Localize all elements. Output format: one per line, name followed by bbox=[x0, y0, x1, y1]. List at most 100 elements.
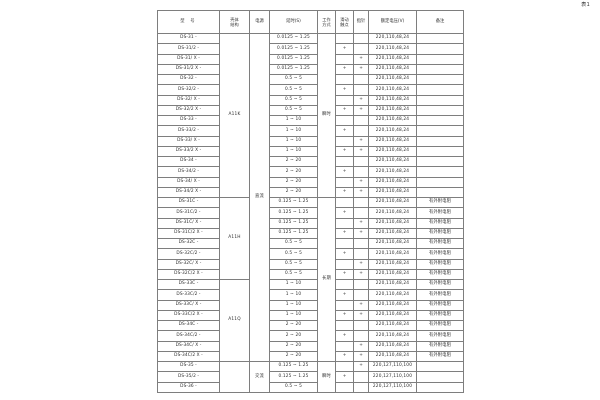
cell-pointer bbox=[353, 43, 369, 55]
cell-rated-voltage: 220,110,48,24 bbox=[368, 340, 417, 352]
cell-remark: 有外附电阻 bbox=[416, 350, 464, 363]
cell-rated-voltage: 220,110,48,24 bbox=[368, 217, 417, 229]
cell-rated-voltage: 220,110,48,24 bbox=[368, 207, 417, 219]
table-row: DS-33C - A11Q 1 ~ 10 220,110,48,24 有外附电阻 bbox=[157, 278, 464, 362]
cell-time-range: 2 ~ 20 bbox=[269, 330, 318, 342]
column-header-model: 型 号 bbox=[157, 10, 220, 34]
table-row: DS-32/2 - 0.5 ~ 5 +220,110,48,24 bbox=[157, 84, 464, 96]
cell-sliding-contact: + bbox=[335, 104, 354, 117]
cell-sliding-contact: + bbox=[335, 371, 354, 383]
cell-remark bbox=[416, 145, 464, 158]
column-header-working-mode: 工作 方式 bbox=[317, 10, 336, 34]
table-row: DS-34C - 2 ~ 20 220,110,48,24 有外附电阻 bbox=[157, 319, 464, 332]
cell-pointer bbox=[353, 319, 369, 332]
cell-time-range: 1 ~ 10 bbox=[269, 278, 318, 291]
cell-rated-voltage: 220,110,48,24 bbox=[368, 299, 417, 311]
cell-model: DS-34/ X - bbox=[157, 176, 220, 188]
cell-sliding-contact bbox=[335, 319, 354, 332]
header-line: 壳体 bbox=[230, 16, 239, 22]
cell-sliding-contact: + bbox=[335, 125, 354, 137]
cell-model: DS-32C/2 X - bbox=[157, 268, 220, 281]
table-row: DS-31 - A11K 直流 0.0125 ~ 1.25 瞬时 220,110,48,2… bbox=[157, 32, 464, 362]
column-header-remark: 备注 bbox=[416, 10, 464, 34]
cell-sliding-contact: + bbox=[335, 43, 354, 55]
cell-rated-voltage: 220,110,48,24 bbox=[368, 309, 417, 322]
table-row: DS-33/ X - 1 ~ 10 +220,110,48,24 bbox=[157, 135, 464, 147]
table-row: DS-32/2 X - 0.5 ~ 5 + +220,110,48,24 bbox=[157, 104, 464, 117]
cell-remark bbox=[416, 371, 464, 383]
table-row: DS-33C/ X - 1 ~ 10 +220,110,48,24 有外附电阻 bbox=[157, 299, 464, 311]
cell-time-range: 0.125 ~ 1.25 bbox=[269, 207, 318, 219]
cell-sliding-contact bbox=[335, 176, 354, 188]
cell-time-range: 0.125 ~ 1.25 bbox=[269, 196, 318, 209]
cell-remark: 有外附电阻 bbox=[416, 207, 464, 219]
cell-remark bbox=[416, 381, 464, 393]
cell-power-supply: 交流 bbox=[249, 361, 270, 393]
column-header-power-supply: 电源 bbox=[249, 10, 270, 34]
cell-rated-voltage: 220,110,48,24 bbox=[368, 289, 417, 301]
cell-pointer bbox=[353, 207, 369, 219]
cell-remark: 有外附电阻 bbox=[416, 330, 464, 342]
cell-pointer: + bbox=[353, 268, 369, 281]
cell-sliding-contact bbox=[335, 340, 354, 352]
header-line: 工作 bbox=[322, 16, 331, 22]
table-row: DS-34 - 2 ~ 20 220,110,48,24 bbox=[157, 155, 464, 168]
cell-sliding-contact bbox=[335, 196, 354, 209]
cell-pointer bbox=[353, 381, 369, 393]
cell-time-range: 0.125 ~ 1.25 bbox=[269, 360, 318, 373]
cell-rated-voltage: 220,110,48,24 bbox=[368, 53, 417, 65]
header-line: 延时(S) bbox=[286, 18, 301, 24]
cell-pointer: + bbox=[353, 217, 369, 229]
cell-time-range: 2 ~ 20 bbox=[269, 176, 318, 188]
cell-model: DS-31C - bbox=[157, 196, 220, 209]
header-line: 指针 bbox=[356, 18, 366, 24]
cell-model: DS-31C/2 X - bbox=[157, 227, 220, 240]
cell-time-range: 0.0125 ~ 1.25 bbox=[269, 32, 318, 45]
cell-working-mode: 瞬时 bbox=[317, 33, 336, 198]
table-row: DS-32C - 0.5 ~ 5 220,110,48,24 有外附电阻 bbox=[157, 237, 464, 250]
cell-pointer: + bbox=[353, 104, 369, 117]
cell-time-range: 2 ~ 20 bbox=[269, 350, 318, 363]
table-row: DS-34/2 X - 2 ~ 20 + +220,110,48,24 bbox=[157, 186, 464, 199]
cell-pointer: + bbox=[353, 299, 369, 311]
cell-shell-structure: A11K bbox=[219, 33, 250, 198]
table-row: DS-33C/2 X - 1 ~ 10 + +220,110,48,24 有外附电阻 bbox=[157, 309, 464, 322]
cell-remark: 有外附电阻 bbox=[416, 237, 464, 250]
cell-model: DS-33C/2 X - bbox=[157, 309, 220, 322]
table-row: DS-33 - 1 ~ 10 220,110,48,24 bbox=[157, 114, 464, 127]
cell-model: DS-34C/2 X - bbox=[157, 350, 220, 363]
cell-pointer bbox=[353, 330, 369, 342]
cell-remark bbox=[416, 155, 464, 168]
cell-shell-structure bbox=[219, 361, 250, 393]
cell-rated-voltage: 220,110,48,24 bbox=[368, 278, 417, 291]
cell-model: DS-32 - bbox=[157, 73, 220, 86]
table-row: DS-31C/ X - 0.125 ~ 1.25 +220,110,48,24 有外附… bbox=[157, 217, 464, 229]
cell-sliding-contact bbox=[335, 94, 354, 106]
cell-time-range: 0.5 ~ 5 bbox=[269, 84, 318, 96]
cell-sliding-contact bbox=[335, 135, 354, 147]
cell-pointer bbox=[353, 166, 369, 178]
cell-time-range: 1 ~ 10 bbox=[269, 309, 318, 322]
table-row: DS-33C/2 - 1 ~ 10 +220,110,48,24 有外附电阻 bbox=[157, 289, 464, 301]
cell-rated-voltage: 220,127,110,100 bbox=[368, 381, 417, 393]
table-row: DS-32 - 0.5 ~ 5 220,110,48,24 bbox=[157, 73, 464, 86]
table-row: DS-31/2 - 0.0125 ~ 1.25 +220,110,48,24 bbox=[157, 43, 464, 55]
cell-remark bbox=[416, 104, 464, 117]
table-row: DS-34/2 - 2 ~ 20 +220,110,48,24 bbox=[157, 166, 464, 178]
cell-rated-voltage: 220,110,48,24 bbox=[368, 135, 417, 147]
cell-pointer: + bbox=[353, 309, 369, 322]
cell-rated-voltage: 220,110,48,24 bbox=[368, 145, 417, 158]
cell-model: DS-34 - bbox=[157, 155, 220, 168]
table-row: DS-31/ X - 0.0125 ~ 1.25 +220,110,48,24 bbox=[157, 53, 464, 65]
table-row: DS-34C/ X - 2 ~ 20 +220,110,48,24 有外附电阻 bbox=[157, 340, 464, 352]
header-line: 电源 bbox=[255, 18, 264, 24]
cell-pointer: + bbox=[353, 227, 369, 240]
cell-rated-voltage: 220,110,48,24 bbox=[368, 319, 417, 332]
cell-model: DS-31C/2 - bbox=[157, 207, 220, 219]
cell-remark: 有外附电阻 bbox=[416, 248, 464, 260]
cell-rated-voltage: 220,110,48,24 bbox=[368, 155, 417, 168]
cell-model: DS-32C/2 - bbox=[157, 248, 220, 260]
cell-model: DS-33/2 X - bbox=[157, 145, 220, 158]
cell-rated-voltage: 220,110,48,24 bbox=[368, 73, 417, 86]
